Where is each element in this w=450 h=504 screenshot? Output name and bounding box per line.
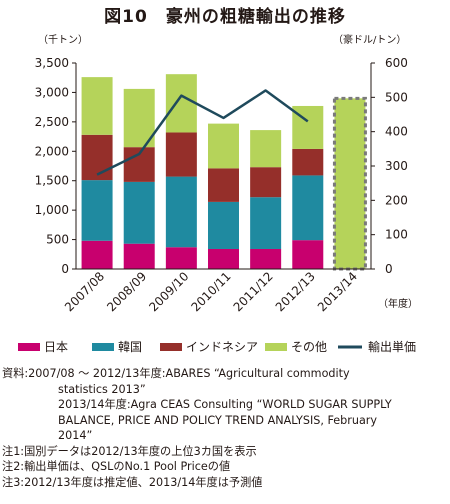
- bar-segment: [123, 181, 155, 244]
- source-line: 2014”: [58, 429, 93, 442]
- x-tick-label: 2011/12: [231, 269, 276, 314]
- bar-forecast: [332, 96, 367, 271]
- right-axis-unit: （豪ドル/トン）: [333, 33, 406, 46]
- bar-segment: [208, 123, 239, 169]
- legend-label: 韓国: [118, 340, 142, 354]
- bar-segment: [250, 130, 282, 168]
- bar-segment: [165, 247, 197, 269]
- left-axis-tick-label: 1,500: [35, 174, 69, 188]
- bar-segment: [208, 248, 239, 269]
- bar-segment: [81, 134, 113, 181]
- bar-segment: [81, 240, 113, 269]
- x-tick-label: 2008/09: [104, 269, 149, 314]
- x-tick-label: 2009/10: [146, 269, 191, 314]
- x-tick-label: 2013/14: [315, 269, 360, 314]
- bar-segment: [123, 88, 155, 148]
- bar-segment: [81, 77, 113, 135]
- legend-label: 輸出単価: [368, 339, 416, 354]
- left-axis-tick-label: 2,000: [35, 144, 69, 158]
- left-axis-tick-label: 1,000: [35, 203, 69, 217]
- x-tick-label: 2012/13: [273, 269, 318, 314]
- bar-segment: [123, 243, 155, 269]
- legend-swatch: [18, 343, 40, 351]
- left-axis-tick-label: 3,500: [35, 56, 69, 70]
- left-axis-tick-label: 500: [46, 233, 69, 247]
- note-line: 注2:輸出単価は、QSLのNo.1 Pool Priceの値: [2, 460, 231, 473]
- bar-segment: [292, 175, 324, 241]
- right-axis-tick-label: 300: [385, 159, 408, 173]
- legend-label: インドネシア: [186, 340, 258, 354]
- notes-block: 資料:2007/08 ～ 2012/13年度:ABARES “Agricultu…: [2, 366, 448, 490]
- right-axis-tick-label: 100: [385, 228, 408, 242]
- left-axis-tick-label: 3,000: [35, 85, 69, 99]
- bar-segment: [292, 148, 324, 176]
- right-axis-tick-label: 400: [385, 125, 408, 139]
- chart: （千トン） （豪ドル/トン） 0 500 1,000 1,500 2,000 2,500 3,0…: [18, 33, 418, 354]
- bar-segment: [250, 248, 282, 269]
- source-line: 資料:2007/08 ～ 2012/13年度:ABARES “Agricultu…: [2, 367, 350, 380]
- source-line: 2013/14年度:Agra CEAS Consulting “WORLD SU…: [58, 398, 392, 411]
- right-axis-tick-label: 0: [385, 262, 393, 276]
- source-line: statistics 2013”: [58, 382, 146, 396]
- bar-segment: [250, 167, 282, 198]
- left-axis-tick-label: 0: [61, 262, 69, 276]
- source-line: BALANCE, PRICE AND POLICY TREND ANALYSIS…: [58, 413, 378, 427]
- bar-segment: [208, 168, 239, 202]
- x-tick-label: 2010/11: [188, 269, 233, 314]
- x-axis-unit: （年度）: [378, 297, 418, 310]
- legend-label: その他: [291, 340, 327, 354]
- left-axis-unit: （千トン）: [38, 34, 88, 46]
- bar-segment: [165, 132, 197, 177]
- chart-title: 図10 豪州の粗糖輸出の推移: [104, 7, 346, 27]
- right-axis-tick-label: 500: [385, 90, 408, 104]
- note-line: 注3:2012/13年度は推定値、2013/14年度は予測値: [2, 475, 263, 489]
- bar-segment: [81, 180, 113, 241]
- bar-segment: [165, 74, 197, 133]
- left-axis-tick-label: 2,500: [35, 115, 69, 129]
- bar-segment: [250, 197, 282, 249]
- right-axis-tick-label: 600: [385, 56, 408, 70]
- legend-swatch: [160, 343, 182, 351]
- bar-segment: [208, 201, 239, 249]
- legend-swatch: [265, 343, 287, 351]
- legend-swatch: [92, 343, 114, 351]
- bar-segment: [165, 176, 197, 248]
- bar-segment: [292, 240, 324, 269]
- line-series-price: [96, 89, 309, 176]
- note-line: 注1:国別データは2012/13年度の上位3カ国を表示: [2, 444, 257, 458]
- legend-label: 日本: [44, 340, 68, 354]
- right-axis-tick-label: 200: [385, 193, 408, 207]
